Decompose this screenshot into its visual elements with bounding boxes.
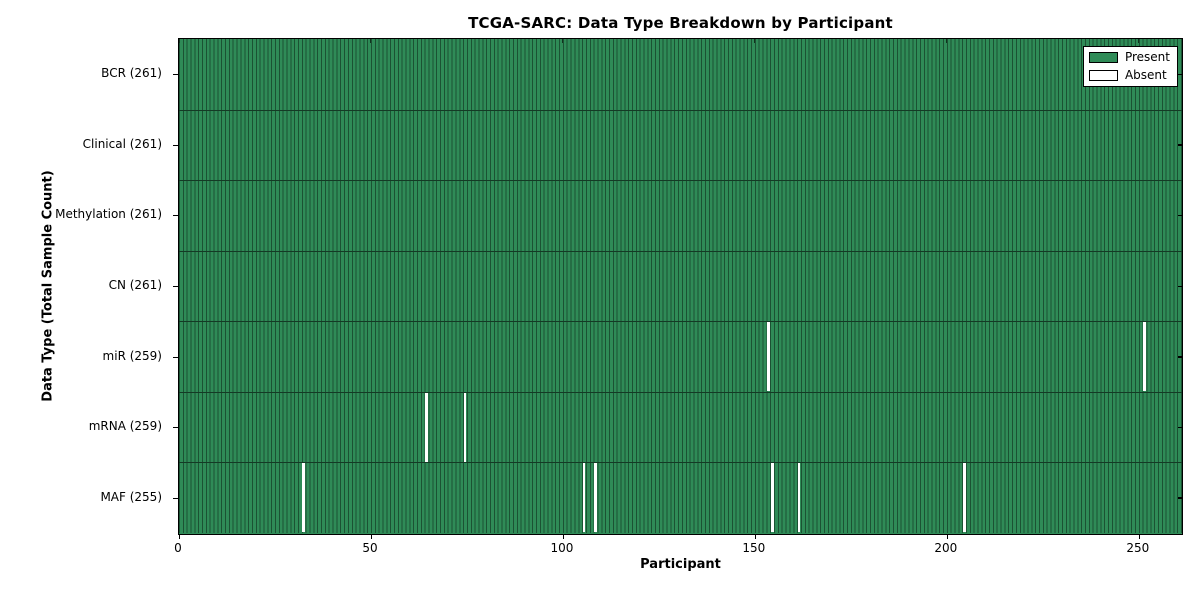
x-tick-labels: 0 50 100 150 200 250	[174, 541, 1183, 557]
row-separator	[179, 180, 1182, 182]
absent-bar	[594, 463, 597, 533]
x-tick-top	[370, 39, 372, 43]
x-axis-label: Participant	[640, 557, 721, 572]
data-row-maf	[179, 462, 1182, 533]
y-category-label: mRNA (259)	[88, 419, 162, 434]
y-tick	[173, 74, 178, 76]
x-tick	[946, 535, 948, 539]
x-tick	[179, 535, 180, 539]
row-separator	[179, 250, 1182, 252]
absent-bar	[425, 392, 429, 462]
y-tick-right	[1178, 356, 1182, 358]
absent-bar	[1143, 322, 1146, 392]
x-tick-label: 0	[174, 541, 182, 555]
legend-item-absent: Absent	[1088, 68, 1170, 82]
x-tick-top	[178, 39, 180, 43]
x-tick	[754, 535, 756, 539]
y-category-label: CN (261)	[108, 278, 162, 292]
x-tick-label: 100	[550, 541, 574, 555]
data-row-mrna	[179, 391, 1182, 463]
y-category-label: MAF (255)	[100, 489, 162, 504]
data-row-clinical	[179, 109, 1182, 181]
row-separator	[179, 321, 1182, 323]
y-tick	[173, 427, 178, 429]
y-tick	[173, 215, 178, 217]
y-tick-right	[1178, 426, 1182, 429]
plot-area: Present Absent	[178, 38, 1183, 535]
data-row-mir	[179, 321, 1182, 392]
data-row-bcr	[179, 39, 1182, 110]
absent-bar	[797, 463, 801, 533]
row-separator	[179, 109, 1182, 111]
y-tick	[173, 144, 178, 146]
absent-bar	[582, 463, 586, 533]
absent-bar	[463, 392, 467, 462]
chart-title: TCGA-SARC: Data Type Breakdown by Partic…	[468, 14, 893, 32]
y-tick-right	[1178, 497, 1182, 499]
x-tick-label: 150	[742, 541, 766, 555]
x-tick-label: 250	[1126, 541, 1150, 555]
legend: Present Absent	[1082, 46, 1178, 87]
legend-label-present: Present	[1124, 50, 1170, 64]
x-tick-top	[946, 39, 948, 43]
y-tick-right	[1178, 214, 1182, 217]
x-tick	[1138, 535, 1140, 539]
data-row-cn	[179, 250, 1182, 322]
x-tick	[562, 535, 564, 539]
x-tick-top	[562, 39, 564, 43]
y-tick-labels: BCR (261) Clinical (261) Methylation (261)…	[0, 38, 170, 535]
absent-bar	[770, 463, 774, 533]
y-category-label: Methylation (261)	[55, 207, 162, 222]
x-tick-top	[1138, 39, 1140, 43]
y-tick-right	[1178, 73, 1182, 76]
row-separator	[179, 391, 1182, 393]
y-tick	[173, 286, 178, 287]
absent-bar	[766, 322, 770, 392]
data-row-methylation	[179, 180, 1182, 251]
y-category-label: BCR (261)	[101, 66, 162, 81]
x-tick-label: 50	[362, 541, 378, 555]
x-tick-label: 200	[934, 541, 958, 555]
legend-swatch-present	[1088, 52, 1118, 63]
y-tick	[173, 497, 178, 499]
y-category-label: miR (259)	[102, 348, 162, 363]
x-tick-top	[754, 39, 756, 43]
row-separator	[179, 462, 1182, 464]
y-tick-right	[1178, 285, 1182, 287]
absent-bar	[962, 463, 966, 533]
legend-swatch-absent	[1088, 70, 1118, 81]
y-tick-right	[1178, 144, 1182, 146]
legend-item-present: Present	[1088, 50, 1170, 64]
x-tick	[370, 535, 372, 539]
absent-bar	[302, 463, 306, 533]
y-category-label: Clinical (261)	[82, 136, 162, 151]
legend-label-absent: Absent	[1124, 68, 1167, 82]
y-tick	[173, 356, 178, 358]
